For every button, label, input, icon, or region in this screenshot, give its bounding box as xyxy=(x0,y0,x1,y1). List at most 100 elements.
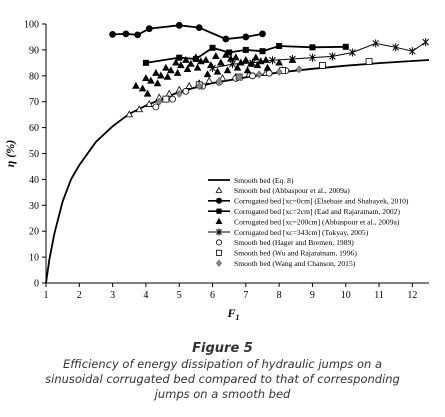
series-1-point-2 xyxy=(145,100,154,107)
series-4-point-22 xyxy=(241,55,250,63)
series-2 xyxy=(109,21,266,43)
series-4-point-3 xyxy=(147,76,155,84)
series-4-point-12 xyxy=(192,53,200,61)
series-3-point-4 xyxy=(226,49,233,56)
series-0 xyxy=(45,59,430,284)
series-6-point-1 xyxy=(169,95,176,103)
series-3-point-1 xyxy=(176,54,183,61)
series-4-point-4 xyxy=(152,68,160,76)
legend-item-3: Corrugated bed [xc=2cm] (Ead and Rajarat… xyxy=(208,207,400,216)
series-4-point-30 xyxy=(173,68,182,76)
series-6-point-0 xyxy=(152,103,160,111)
series-5-point-11 xyxy=(422,38,430,47)
series-4-point-6 xyxy=(162,63,170,71)
x-tick-label: 10 xyxy=(341,290,351,301)
x-tick-label: 3 xyxy=(110,290,115,301)
y-tick-label: 10 xyxy=(29,253,39,264)
x-tick-label: 7 xyxy=(243,290,248,301)
series-4-point-37 xyxy=(243,66,252,74)
series-1-point-1 xyxy=(135,105,144,113)
series-2-point-8 xyxy=(259,30,266,38)
series-8 xyxy=(155,65,303,106)
series-4-point-40 xyxy=(275,58,283,66)
y-tick-label: 50 xyxy=(29,149,39,160)
x-tick-label: 11 xyxy=(374,290,384,301)
x-tick-label: 5 xyxy=(177,290,182,301)
series-1-point-6 xyxy=(185,81,194,89)
y-tick-label: 100 xyxy=(24,20,39,31)
series-3-point-9 xyxy=(342,43,349,50)
series-3-line xyxy=(145,45,346,64)
series-7-point-5 xyxy=(365,58,373,65)
series-2-point-4 xyxy=(175,21,183,29)
series-2-point-5 xyxy=(195,24,203,32)
series-4-point-29 xyxy=(163,72,172,80)
series-1-point-4 xyxy=(165,89,174,97)
series-5-point-9 xyxy=(392,43,400,52)
legend-item-6: Smooth bed (Hager and Bremen, 1989) xyxy=(215,238,354,247)
series-4-point-35 xyxy=(223,66,232,74)
series-6-point-6 xyxy=(249,72,256,80)
series-5-point-0 xyxy=(209,64,216,73)
series-5-point-3 xyxy=(269,56,276,65)
legend-item-5: Corrugated bed [xc=343cm] (Tokyay, 2005) xyxy=(208,228,369,237)
legend-item-4: Corrugated bed [xc=200cm] (Abbaspour et … xyxy=(215,217,400,226)
series-3-point-6 xyxy=(259,48,266,55)
series-2-point-7 xyxy=(242,33,250,41)
series-4-point-36 xyxy=(233,63,242,71)
series-4-point-32 xyxy=(193,63,202,71)
series-5-point-6 xyxy=(329,52,336,61)
series-4-point-18 xyxy=(222,50,230,58)
series-8-point-6 xyxy=(275,67,283,76)
legend-item-1: Smooth bed (Abbaspour et al., 2009a) xyxy=(215,186,350,195)
series-1-point-8 xyxy=(205,76,214,84)
y-axis-title: η (%) xyxy=(3,140,17,168)
series-7-point-4 xyxy=(319,62,326,69)
series-2-point-1 xyxy=(122,30,130,38)
legend-label: Smooth bed (Hager and Bremen, 1989) xyxy=(234,238,354,247)
series-2-point-2 xyxy=(134,31,141,39)
series-4-point-2 xyxy=(142,74,150,82)
series-6-point-7 xyxy=(265,69,273,77)
legend-label: Corrugated bed [xc=2cm] (Ead and Rajarat… xyxy=(234,207,400,216)
legend-label: Smooth bed (Wang and Chanson, 2015) xyxy=(234,259,356,268)
chart-figure: 1 2 3 4 5 6 7 8 9 10 11 12 0 10 20 30 40 50 60 70 80 90 100 F1 η… xyxy=(3,20,430,322)
y-tick-label: 40 xyxy=(29,175,39,186)
series-1-point-0 xyxy=(125,110,134,118)
y-tick-label: 60 xyxy=(29,123,39,134)
x-tick-label: 6 xyxy=(210,290,215,301)
legend-swatch-marker xyxy=(215,249,222,256)
series-5-point-10 xyxy=(408,47,416,56)
legend: Smooth bed (Eq. 8)Smooth bed (Abbaspour … xyxy=(208,176,409,268)
series-3-point-0 xyxy=(142,59,149,66)
legend-swatch-marker xyxy=(215,186,223,193)
series-4-point-24 xyxy=(251,53,260,61)
caption-line-1: Efficiency of energy dissipation of hydr… xyxy=(62,357,383,371)
series-4-point-7 xyxy=(167,66,175,74)
y-tick-label: 30 xyxy=(29,201,39,212)
y-tick-label: 90 xyxy=(29,45,39,56)
legend-label: Smooth bed (Wu and Rajaratnam, 1996) xyxy=(234,249,357,258)
legend-item-7: Smooth bed (Wu and Rajaratnam, 1996) xyxy=(215,249,357,258)
series-4-point-17 xyxy=(217,58,225,66)
series-5-point-7 xyxy=(349,48,356,57)
series-5-point-5 xyxy=(309,53,316,62)
series-8-point-7 xyxy=(295,65,303,74)
legend-label: Smooth bed (Eq. 8) xyxy=(234,176,294,185)
x-tick-label: 1 xyxy=(44,290,49,301)
legend-swatch-marker xyxy=(216,197,222,204)
series-4-point-8 xyxy=(172,58,180,66)
series-5-line xyxy=(212,41,426,69)
caption-line-3: jumps on a smooth bed xyxy=(154,387,291,401)
legend-swatch-marker xyxy=(215,217,223,224)
series-3-point-8 xyxy=(309,44,316,51)
series-8-point-0 xyxy=(155,97,163,106)
series-5-point-4 xyxy=(289,54,296,63)
legend-item-2: Corrugated bed [xc=0cm] (Elsebaie and Sh… xyxy=(208,197,409,206)
x-tick-label: 4 xyxy=(143,290,148,301)
figure-label: Figure 5 xyxy=(192,341,253,356)
series-4-point-31 xyxy=(183,65,192,72)
series-2-point-0 xyxy=(109,30,117,38)
series-5-point-1 xyxy=(229,60,236,69)
legend-label: Smooth bed (Abbaspour et al., 2009a) xyxy=(234,186,350,195)
